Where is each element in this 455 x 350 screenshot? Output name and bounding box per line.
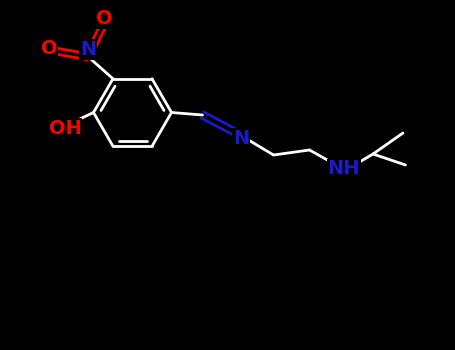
Text: O: O bbox=[40, 39, 57, 58]
Text: NH: NH bbox=[328, 160, 360, 178]
Text: O: O bbox=[96, 9, 113, 28]
Text: N: N bbox=[233, 128, 249, 147]
Text: N: N bbox=[80, 40, 96, 59]
Text: OH: OH bbox=[49, 119, 81, 138]
